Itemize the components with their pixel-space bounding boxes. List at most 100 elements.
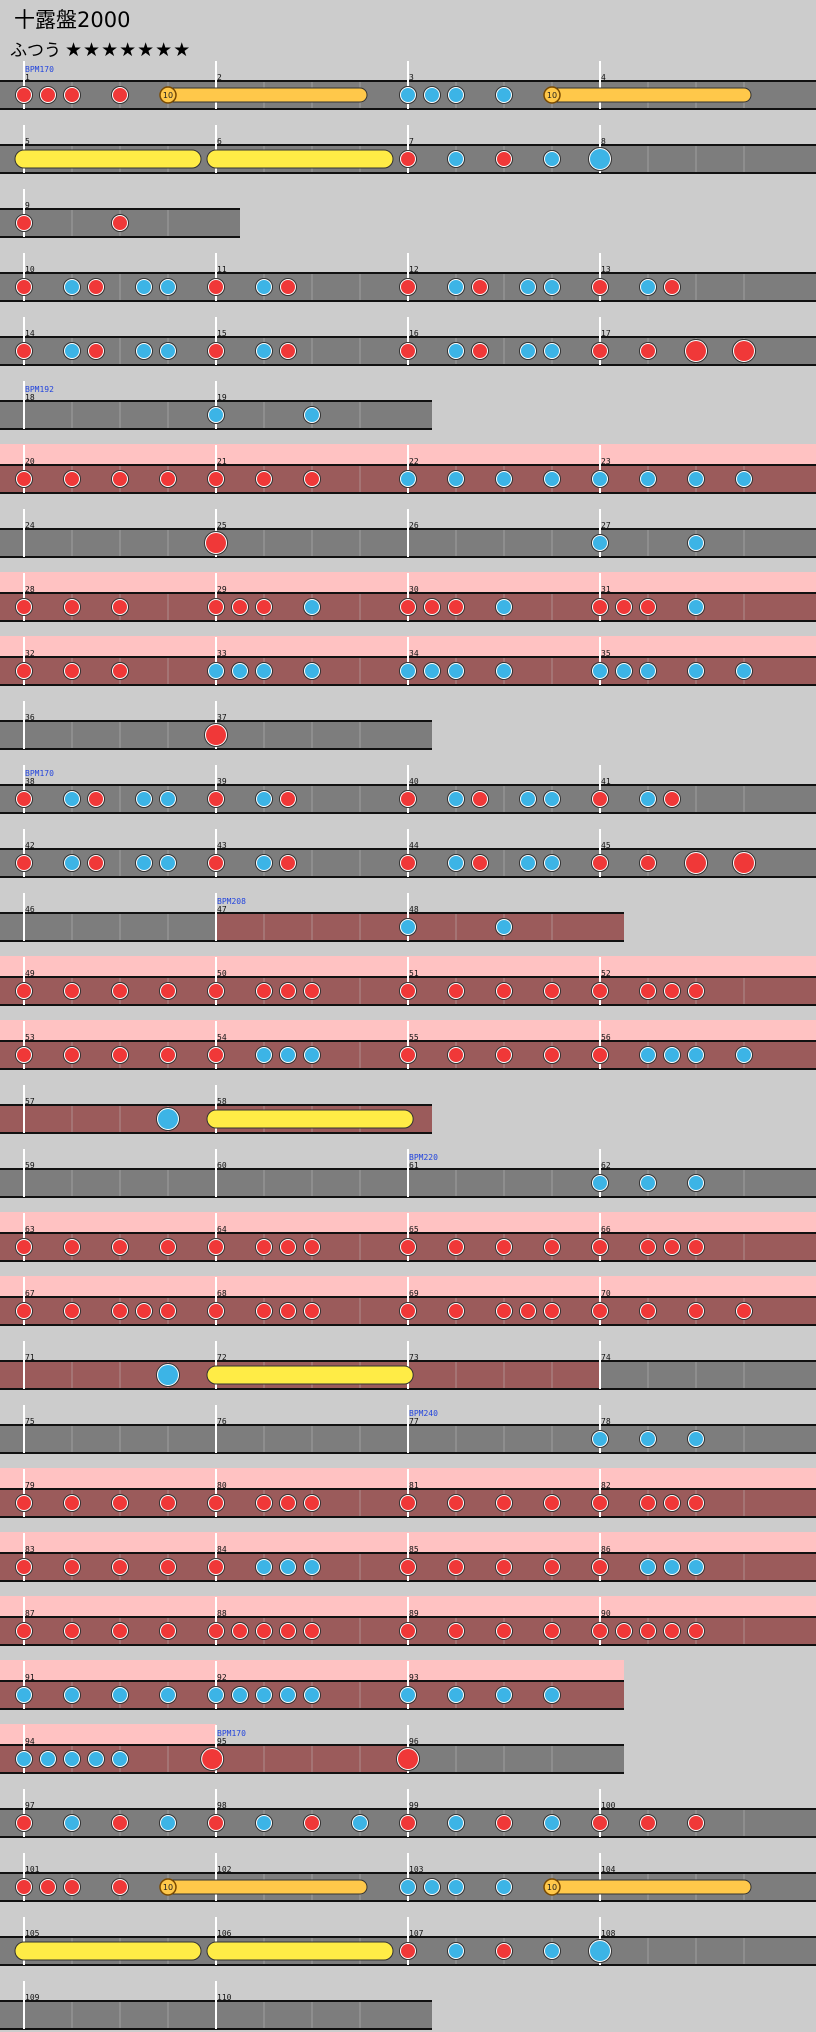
big-don-note xyxy=(202,1749,223,1769)
score-row: 63 64 65 66 xyxy=(0,1212,816,1262)
don-note xyxy=(161,1240,175,1254)
ka-note xyxy=(401,472,415,486)
don-note xyxy=(281,280,295,294)
bar-number: 64 xyxy=(217,1225,227,1234)
bar-number: 109 xyxy=(25,1993,40,2002)
ka-note xyxy=(305,664,319,678)
don-note xyxy=(473,792,487,806)
big-don-note xyxy=(734,853,754,873)
ka-note xyxy=(545,344,559,358)
score-row: 79 80 81 82 xyxy=(0,1468,816,1518)
bar-number: 93 xyxy=(409,1673,419,1682)
don-note xyxy=(497,1816,511,1830)
bar-number: 31 xyxy=(601,585,611,594)
score-row: 75 76 77 78 BPM240 xyxy=(0,1405,816,1454)
ka-note xyxy=(497,472,511,486)
don-note xyxy=(305,1304,319,1318)
ka-note xyxy=(257,664,271,678)
ka-note xyxy=(209,408,223,422)
don-note xyxy=(209,472,223,486)
bar-number: 23 xyxy=(601,457,611,466)
don-note xyxy=(17,280,31,294)
don-note xyxy=(401,1944,415,1958)
ka-note xyxy=(65,1816,79,1830)
ka-note xyxy=(305,1048,319,1062)
don-note xyxy=(161,1304,175,1318)
don-note xyxy=(593,984,607,998)
don-note xyxy=(281,1304,295,1318)
score-row: 57 58 xyxy=(0,1085,432,1134)
don-note xyxy=(401,152,415,166)
don-note xyxy=(689,1496,703,1510)
bar-number: 10 xyxy=(25,265,35,274)
don-note xyxy=(497,1560,511,1574)
bar-number: 106 xyxy=(217,1929,232,1938)
don-note xyxy=(305,984,319,998)
bar-number: 42 xyxy=(25,841,35,850)
bar-number: 32 xyxy=(25,649,35,658)
bar-number: 53 xyxy=(25,1033,35,1042)
don-note xyxy=(497,1048,511,1062)
ka-note xyxy=(497,664,511,678)
bar-number: 19 xyxy=(217,393,227,402)
ka-note xyxy=(617,664,631,678)
balloon-count: 10 xyxy=(547,91,557,100)
don-note xyxy=(449,1304,463,1318)
bar-number: 59 xyxy=(25,1161,35,1170)
score-row: 1 2 3 4 BPM170 10 10 xyxy=(0,61,816,110)
don-note xyxy=(113,1304,127,1318)
bar-number: 45 xyxy=(601,841,611,850)
don-note xyxy=(113,1496,127,1510)
ka-note xyxy=(449,1816,463,1830)
bar-number: 14 xyxy=(25,329,35,338)
don-note xyxy=(17,1048,31,1062)
bar-number: 22 xyxy=(409,457,419,466)
don-note xyxy=(665,1624,679,1638)
don-note xyxy=(89,344,103,358)
don-note xyxy=(401,280,415,294)
bar-number: 105 xyxy=(25,1929,40,1938)
big-ka-note xyxy=(590,1941,610,1961)
ka-note xyxy=(113,1688,127,1702)
don-note xyxy=(17,1496,31,1510)
don-note xyxy=(617,600,631,614)
don-note xyxy=(65,984,79,998)
ka-note xyxy=(521,280,535,294)
bar-number: 78 xyxy=(601,1417,611,1426)
bar-number: 97 xyxy=(25,1801,35,1810)
ka-note xyxy=(593,664,607,678)
don-note xyxy=(593,600,607,614)
don-note xyxy=(641,1816,655,1830)
don-note xyxy=(17,1240,31,1254)
ka-note xyxy=(449,1688,463,1702)
ka-note xyxy=(401,88,415,102)
don-note xyxy=(521,1304,535,1318)
don-note xyxy=(593,1496,607,1510)
ka-note xyxy=(65,792,79,806)
don-note xyxy=(401,1048,415,1062)
balloon-count: 10 xyxy=(547,1883,557,1892)
score-row: 101 102 103 104 10 10 xyxy=(0,1853,816,1902)
don-note xyxy=(89,856,103,870)
ka-note xyxy=(641,1048,655,1062)
don-note xyxy=(113,1816,127,1830)
ka-note xyxy=(209,664,223,678)
don-note xyxy=(65,472,79,486)
ka-note xyxy=(737,664,751,678)
score-row: 105 106 107 108 xyxy=(0,1917,816,1966)
don-note xyxy=(17,88,31,102)
drumroll-note xyxy=(544,87,752,103)
ka-note xyxy=(521,344,535,358)
don-note xyxy=(545,1240,559,1254)
don-note xyxy=(641,600,655,614)
don-note xyxy=(209,344,223,358)
don-note xyxy=(17,792,31,806)
bpm-label: BPM170 xyxy=(25,65,54,74)
ka-note xyxy=(137,280,151,294)
ka-note xyxy=(641,472,655,486)
don-note xyxy=(17,472,31,486)
ka-note xyxy=(305,1688,319,1702)
ka-note xyxy=(65,344,79,358)
don-note xyxy=(257,472,271,486)
don-note xyxy=(257,1624,271,1638)
